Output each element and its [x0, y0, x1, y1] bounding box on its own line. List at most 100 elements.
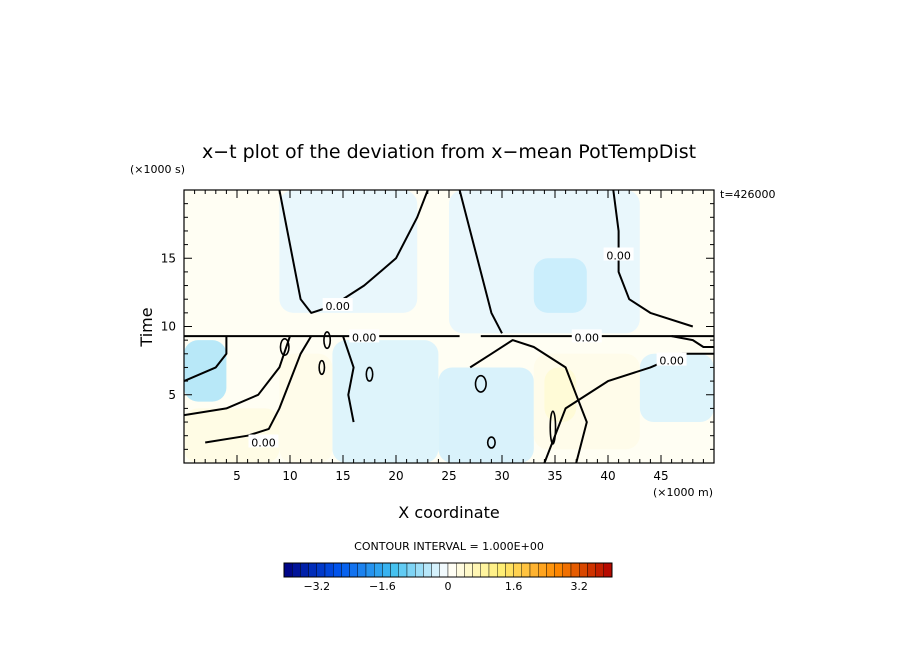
colorbar-swatch [357, 562, 367, 578]
closed-contour-5 [549, 410, 557, 445]
colorbar-swatch [497, 562, 506, 578]
zero-contour-10 [671, 335, 714, 348]
contour-label-1: 0.00 [352, 331, 377, 344]
field-region-7 [184, 340, 227, 402]
colorbar-swatch [521, 562, 531, 578]
x-axis-label: X coordinate [398, 503, 499, 522]
field-region-5 [438, 367, 534, 463]
field-region-8 [184, 408, 280, 463]
contour-interval-label: CONTOUR INTERVAL = 1.000E+00 [354, 540, 544, 553]
shaded-fields [184, 190, 714, 463]
zero-contour-6 [205, 335, 313, 444]
y-tick-label: 5 [168, 388, 176, 402]
colorbar-swatch [554, 562, 563, 578]
x-tick-label: 15 [335, 469, 350, 483]
closed-contour-0 [323, 331, 332, 350]
contour-label-bg-0 [322, 298, 353, 312]
y-axis-label: Time [137, 307, 156, 347]
colorbar-tick-label: 1.6 [505, 580, 523, 593]
contour-label-5: 0.00 [659, 355, 684, 368]
colorbar-swatch [447, 562, 457, 578]
closed-contour-3 [474, 374, 487, 393]
y-unit-label: (×1000 s) [130, 163, 185, 176]
x-tick-label: 35 [547, 469, 562, 483]
colorbar-swatch [382, 562, 391, 578]
colorbar-swatch [431, 562, 441, 578]
colorbar-swatch [488, 562, 498, 578]
axes: 5 10 15 20 25 30 35 40 45 5 10 15 [161, 190, 714, 483]
zero-contour-11 [184, 336, 228, 383]
colorbar-swatch [595, 562, 604, 578]
y-tick-label: 15 [161, 251, 176, 265]
colorbar-swatch [333, 562, 342, 578]
closed-contour-6 [279, 337, 290, 356]
colorbar-swatch [365, 562, 375, 578]
field-region-3 [533, 258, 587, 313]
contour-label-3: 0.00 [575, 331, 600, 344]
colorbar-swatch [292, 562, 301, 578]
colorbar-swatch [546, 562, 555, 578]
time-stamp: t=426000 [720, 188, 776, 201]
colorbar-frame [283, 562, 613, 578]
x-tick-label: 10 [282, 469, 297, 483]
colorbar-swatch [480, 562, 490, 578]
colorbar-swatch [513, 562, 522, 578]
colorbar-swatch [341, 562, 350, 578]
colorbar-swatch [374, 562, 383, 578]
x-tick-label: 40 [600, 469, 615, 483]
colorbar-swatch [390, 562, 400, 578]
colorbar-swatch [415, 562, 424, 578]
colorbar-swatch [406, 562, 416, 578]
x-tick-label: 25 [441, 469, 456, 483]
closed-contour-1 [318, 359, 326, 376]
field-region-10 [544, 367, 577, 423]
y-tick-label: 10 [161, 320, 176, 334]
colorbar-swatch [529, 562, 539, 578]
colorbar-swatch [423, 562, 432, 578]
colorbar-swatch [398, 562, 408, 578]
colorbar-swatch [439, 562, 449, 578]
colorbar-swatch [505, 562, 514, 578]
colorbar-swatch [324, 562, 334, 578]
closed-contour-2 [365, 366, 374, 382]
x-tick-label: 30 [494, 469, 509, 483]
colorbar-swatch [538, 562, 547, 578]
contour-label-bg-3 [571, 329, 602, 343]
colorbar-swatch [570, 562, 580, 578]
colorbar-swatch [316, 562, 326, 578]
field-region-6 [639, 353, 714, 423]
zero-contour-7 [342, 335, 355, 423]
x-tick-label: 20 [388, 469, 403, 483]
zero-contour-5 [184, 335, 291, 417]
x-tick-label: 5 [233, 469, 241, 483]
zero-contour-2 [612, 190, 694, 328]
colorbar-swatch [456, 562, 465, 578]
colorbar: −3.2 −1.6 0 1.6 3.2 [283, 562, 613, 593]
contour-labels: 0.00 0.00 0.00 0.00 0.00 0.00 [248, 247, 687, 450]
field-region-11 [279, 353, 333, 463]
colorbar-swatch [464, 562, 473, 578]
contour-label-bg-1 [349, 329, 380, 343]
colorbar-swatch [472, 562, 482, 578]
colorbar-swatch [579, 562, 588, 578]
chart-title: x−t plot of the deviation from x−mean Po… [202, 141, 696, 163]
contour-label-bg-4 [603, 247, 634, 261]
colorbar-swatch [349, 562, 359, 578]
contour-label-bg-2 [248, 434, 279, 448]
field-region-4 [332, 340, 439, 463]
colorbar-tick-label: 0 [445, 580, 452, 593]
plot-area: 0.00 0.00 0.00 0.00 0.00 0.00 [184, 190, 714, 463]
colorbar-swatch [283, 562, 293, 578]
x-tick-label: 45 [653, 469, 668, 483]
zero-contour-1 [458, 190, 503, 334]
colorbar-tick-label: 3.2 [570, 580, 588, 593]
colorbar-tick-label: −3.2 [303, 580, 330, 593]
colorbar-tick-label: −1.6 [369, 580, 396, 593]
zero-contour-8 [469, 339, 588, 463]
colorbar-swatch [562, 562, 572, 578]
x-unit-label: (×1000 m) [653, 486, 713, 499]
contour-label-bg-5 [656, 352, 687, 366]
colorbar-swatch [603, 562, 613, 578]
contour-label-2: 0.00 [251, 437, 276, 450]
